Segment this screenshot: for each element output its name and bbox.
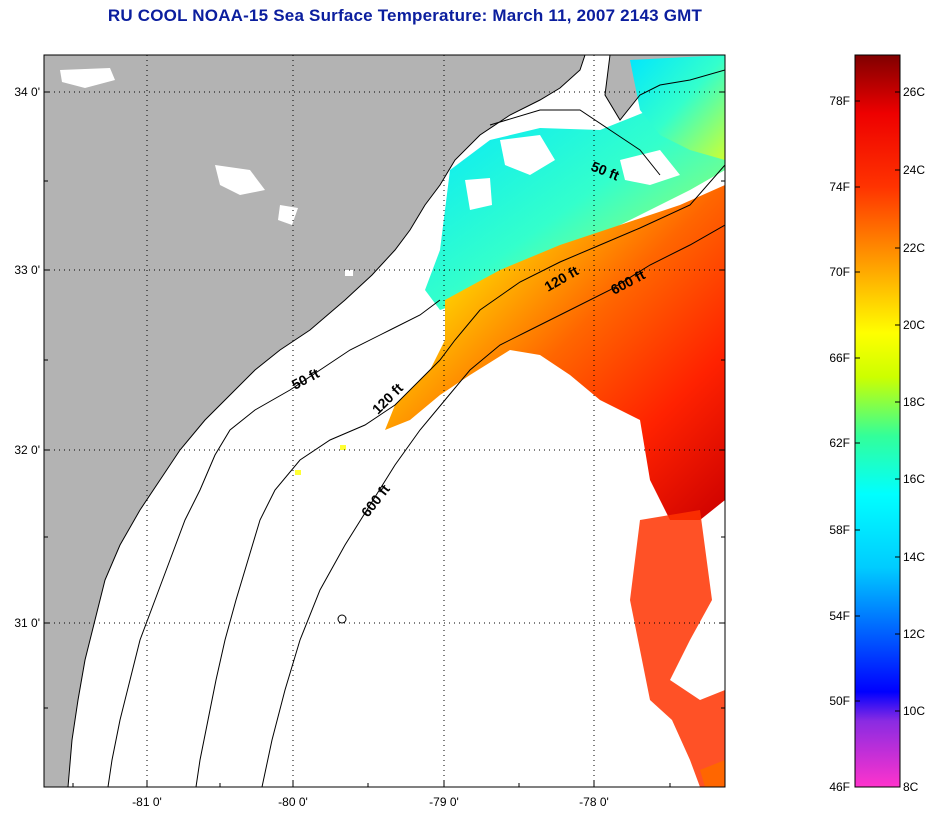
- cloud-patch: [345, 270, 353, 276]
- coastline: [67, 55, 586, 787]
- contour-50ft: [107, 109, 661, 787]
- lat-label: 33 0': [14, 263, 40, 277]
- colorbar: [854, 54, 901, 788]
- colorbar-f-label: 74F: [829, 180, 850, 194]
- colorbar-f-label: 46F: [829, 780, 850, 794]
- page-title: RU COOL NOAA-15 Sea Surface Temperature:…: [107, 6, 703, 25]
- sst-cool-water: [425, 95, 725, 310]
- sst-warm-fragments: [630, 510, 725, 787]
- colorbar-f-label: 54F: [829, 609, 850, 623]
- colorbar-c-ticks: [895, 91, 900, 788]
- cloud-patch: [465, 178, 492, 210]
- lat-label: 32 0': [14, 443, 40, 457]
- land: [44, 55, 585, 787]
- colorbar-c-label: 26C: [903, 85, 925, 99]
- cloud-patch: [500, 135, 555, 175]
- sst-gulf-stream: [385, 185, 725, 520]
- map-ticks: [44, 91, 725, 787]
- cloud-patch: [60, 68, 115, 88]
- sst-northeast-water: [630, 55, 725, 160]
- lat-label: 34 0': [14, 85, 40, 99]
- lon-label: -79 0': [429, 795, 459, 809]
- coastline-northeast: [604, 55, 725, 121]
- contour-600ft-ring: [337, 614, 347, 624]
- colorbar-c-label: 18C: [903, 395, 925, 409]
- lon-label: -80 0': [278, 795, 308, 809]
- sst-speck: [295, 470, 301, 475]
- contour-120ft: [195, 164, 725, 787]
- map-frame: [43, 54, 726, 788]
- colorbar-c-label: 20C: [903, 318, 925, 332]
- colorbar-c-label: 22C: [903, 241, 925, 255]
- sst-warm-fragment: [700, 760, 725, 787]
- sst-speck: [340, 445, 346, 450]
- graticule: [44, 55, 725, 787]
- colorbar-f-label: 78F: [829, 94, 850, 108]
- colorbar-f-ticks: [855, 100, 860, 788]
- colorbar-f-label: 62F: [829, 436, 850, 450]
- colorbar-c-label: 24C: [903, 163, 925, 177]
- colorbar-f-label: 66F: [829, 351, 850, 365]
- colorbar-f-label: 50F: [829, 694, 850, 708]
- colorbar-c-label: 12C: [903, 627, 925, 641]
- lat-label: 31 0': [14, 616, 40, 630]
- contour-600ft: [261, 224, 725, 787]
- colorbar-c-label: 16C: [903, 472, 925, 486]
- colorbar-c-label: 14C: [903, 550, 925, 564]
- cloud-patch: [215, 165, 265, 195]
- lon-label: -78 0': [579, 795, 609, 809]
- colorbar-c-label: 10C: [903, 704, 925, 718]
- colorbar-f-label: 58F: [829, 523, 850, 537]
- lon-label: -81 0': [132, 795, 162, 809]
- colorbar-f-label: 70F: [829, 265, 850, 279]
- cloud-patch: [620, 150, 680, 185]
- colorbar-c-label: 8C: [903, 780, 919, 794]
